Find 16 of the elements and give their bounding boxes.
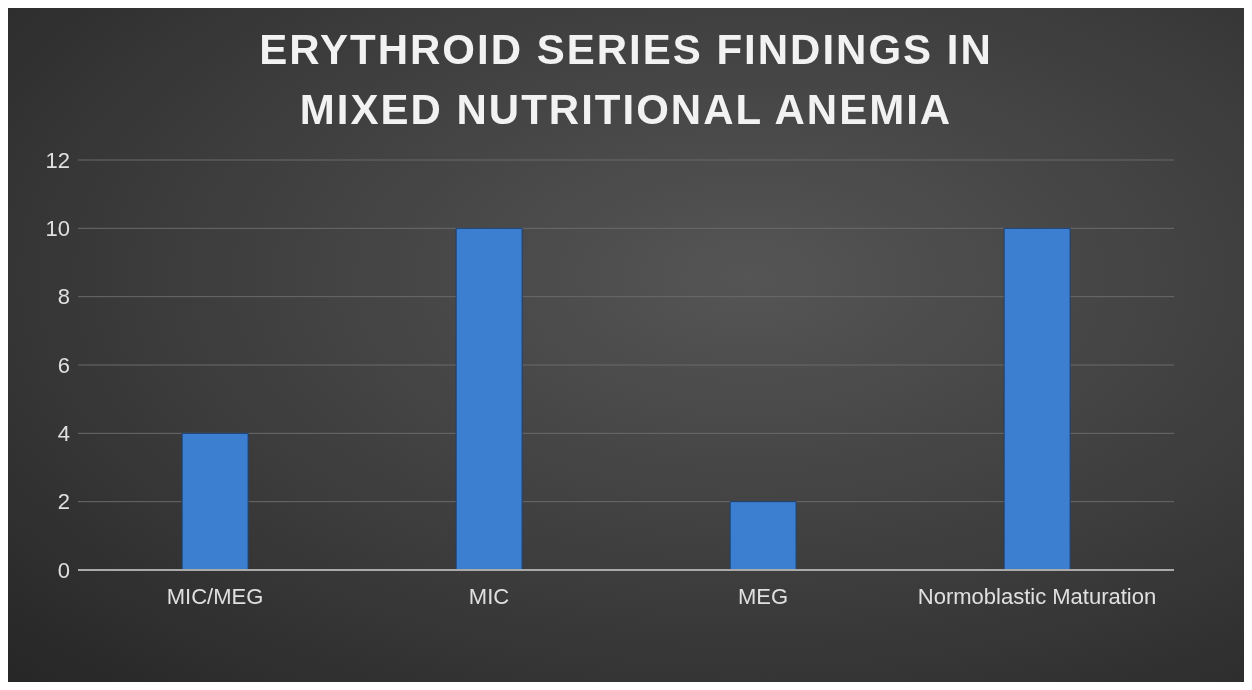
x-tick-label: MEG	[737, 583, 789, 609]
y-tick-label: 4	[57, 421, 70, 447]
y-tick-label: 0	[57, 557, 70, 583]
bar	[455, 227, 523, 570]
bar	[181, 432, 249, 570]
y-tick-label: 2	[57, 489, 70, 515]
y-tick-label: 10	[45, 216, 70, 242]
chart-title: ERYTHROID SERIES FINDINGS IN MIXED NUTRITIONAL ANEMIA	[258, 25, 994, 135]
x-tick-label: MIC	[468, 583, 510, 609]
x-tick-label: MIC/MEG	[166, 583, 264, 609]
y-tick-label: 6	[57, 352, 70, 378]
bar	[1003, 227, 1071, 570]
bar	[729, 501, 797, 570]
x-tick-label: Normoblastic Maturation	[917, 583, 1157, 609]
y-tick-label: 12	[45, 147, 70, 173]
y-tick-label: 8	[57, 284, 70, 310]
